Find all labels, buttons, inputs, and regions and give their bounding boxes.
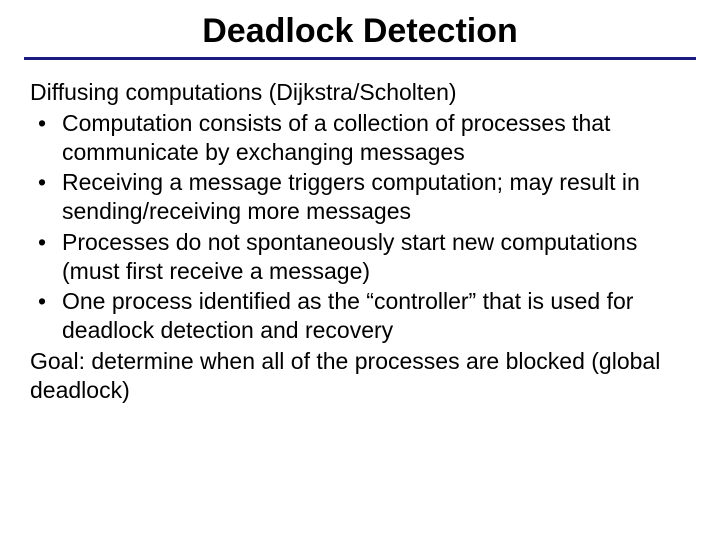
title-wrap: Deadlock Detection [0,0,720,51]
bullet-list: • Computation consists of a collection of… [30,109,690,345]
slide: Deadlock Detection Diffusing computation… [0,0,720,540]
list-item: • Computation consists of a collection of… [30,109,690,167]
bullet-icon: • [38,168,46,197]
slide-body: Diffusing computations (Dijkstra/Scholte… [0,60,720,404]
list-item: • One process identified as the “controll… [30,287,690,345]
lead-text: Diffusing computations (Dijkstra/Scholte… [30,78,690,107]
bullet-text: One process identified as the “controlle… [62,288,633,343]
bullet-icon: • [38,287,46,316]
bullet-icon: • [38,109,46,138]
bullet-icon: • [38,228,46,257]
bullet-text: Receiving a message triggers computation… [62,169,640,224]
bullet-text: Processes do not spontaneously start new… [62,229,637,284]
goal-text: Goal: determine when all of the processe… [30,347,690,405]
bullet-text: Computation consists of a collection of … [62,110,610,165]
list-item: • Receiving a message triggers computatio… [30,168,690,226]
list-item: • Processes do not spontaneously start ne… [30,228,690,286]
slide-title: Deadlock Detection [202,12,518,51]
